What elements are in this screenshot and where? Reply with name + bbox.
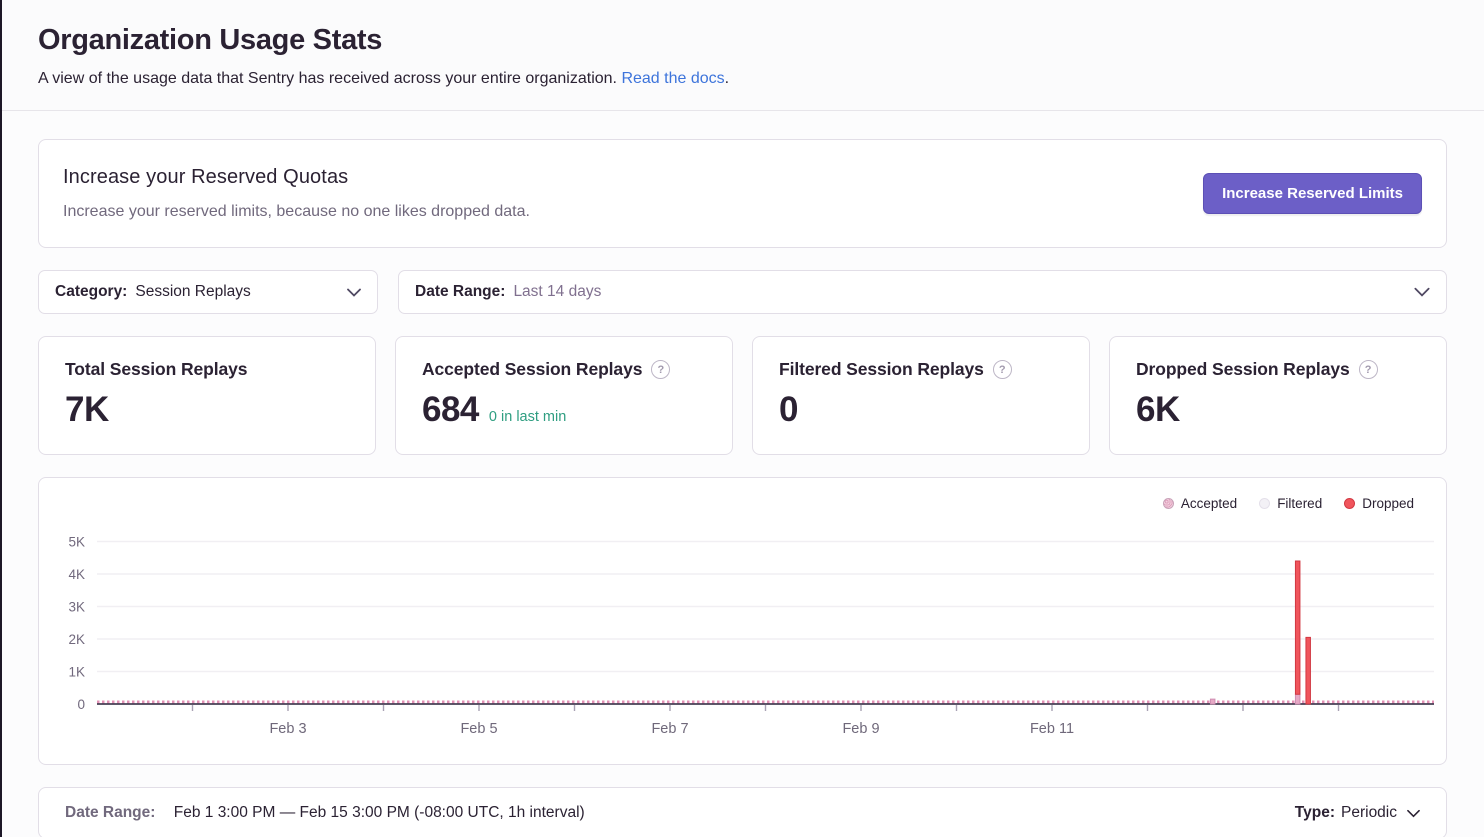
chart-legend: Accepted Filtered Dropped: [45, 490, 1440, 515]
increase-reserved-limits-button[interactable]: Increase Reserved Limits: [1203, 173, 1422, 214]
page-subtitle-period: .: [724, 70, 730, 87]
page-title: Organization Usage Stats: [38, 24, 383, 56]
type-select-value: Periodic: [1341, 804, 1397, 821]
help-icon[interactable]: ?: [992, 360, 1012, 379]
filter-row: Category: Session Replays Date Range: La…: [38, 270, 1447, 314]
quota-banner-description: Increase your reserved limits, because n…: [63, 203, 530, 220]
app-left-edge: [0, 0, 2, 837]
svg-text:4K: 4K: [68, 567, 85, 582]
stat-card-grid: Total Session Replays 7K Accepted Sessio…: [38, 336, 1447, 455]
legend-label: Dropped: [1362, 496, 1414, 511]
page-header: Organization Usage Stats A view of the u…: [0, 0, 1484, 111]
quota-banner: Increase your Reserved Quotas Increase y…: [38, 139, 1447, 248]
page-subtitle: A view of the usage data that Sentry has…: [38, 70, 1448, 88]
stat-card-filtered: Filtered Session Replays ? 0: [752, 336, 1090, 455]
filtered-series-icon: [1259, 498, 1271, 509]
stat-card-total: Total Session Replays 7K: [38, 336, 376, 455]
date-range-select-value: Last 14 days: [513, 283, 602, 300]
chevron-down-icon: [333, 284, 361, 300]
stat-card-label: Filtered Session Replays: [779, 359, 984, 379]
svg-text:1K: 1K: [68, 665, 85, 680]
svg-text:0: 0: [77, 697, 85, 712]
svg-text:Feb 7: Feb 7: [651, 721, 688, 737]
legend-item-accepted[interactable]: Accepted: [1162, 496, 1238, 511]
stat-card-value: 7K: [65, 390, 109, 429]
stat-card-accepted: Accepted Session Replays ? 684 0 in last…: [395, 336, 733, 455]
category-select[interactable]: Category: Session Replays: [38, 270, 378, 314]
quota-banner-title: Increase your Reserved Quotas: [63, 166, 349, 188]
page-subtitle-text: A view of the usage data that Sentry has…: [38, 70, 617, 87]
quota-banner-text: Increase your Reserved Quotas Increase y…: [63, 166, 530, 221]
dropped-series-icon: [1344, 498, 1356, 509]
stat-card-note: 0 in last min: [488, 409, 567, 425]
stat-card-value: 0: [779, 390, 798, 429]
type-select[interactable]: Type: Periodic: [1295, 804, 1420, 822]
stat-card-value: 6K: [1136, 390, 1180, 429]
legend-label: Accepted: [1180, 496, 1238, 511]
category-select-label: Category:: [55, 283, 128, 300]
usage-chart-svg[interactable]: 0 1K 2K 3K 4K 5K Feb 3 Feb 5 Feb 7 Feb 9 Feb 11: [45, 515, 1440, 753]
legend-label: Filtered: [1277, 496, 1323, 511]
chevron-down-icon: [1400, 284, 1430, 300]
date-range-select-label: Date Range:: [415, 283, 506, 300]
svg-text:Feb 5: Feb 5: [460, 721, 497, 737]
main-content: Increase your Reserved Quotas Increase y…: [0, 111, 1484, 837]
chart-footer-bar: Date Range: Feb 1 3:00 PM — Feb 15 3:00 …: [38, 787, 1447, 837]
stat-card-dropped: Dropped Session Replays ? 6K: [1109, 336, 1447, 455]
svg-text:Feb 9: Feb 9: [842, 721, 879, 737]
help-icon[interactable]: ?: [1358, 360, 1378, 379]
date-range-select[interactable]: Date Range: Last 14 days: [398, 270, 1447, 314]
accepted-series-icon: [1162, 498, 1174, 509]
help-icon[interactable]: ?: [651, 360, 671, 379]
stat-card-label: Total Session Replays: [65, 359, 248, 379]
footer-date-range-label: Date Range:: [65, 804, 156, 821]
svg-text:Feb 11: Feb 11: [1030, 721, 1074, 737]
category-select-value: Session Replays: [135, 283, 251, 300]
svg-text:5K: 5K: [68, 535, 85, 550]
type-select-label: Type:: [1294, 804, 1335, 821]
stat-card-label: Dropped Session Replays: [1136, 359, 1350, 379]
stat-card-value: 684: [422, 390, 479, 429]
svg-text:3K: 3K: [68, 600, 85, 615]
legend-item-dropped[interactable]: Dropped: [1344, 496, 1414, 511]
svg-text:Feb 3: Feb 3: [269, 721, 306, 737]
chevron-down-icon: [1405, 805, 1420, 821]
legend-item-filtered[interactable]: Filtered: [1259, 496, 1322, 511]
footer-date-range: Date Range: Feb 1 3:00 PM — Feb 15 3:00 …: [65, 804, 585, 822]
read-docs-link[interactable]: Read the docs: [621, 70, 725, 87]
stat-card-label: Accepted Session Replays: [422, 359, 643, 379]
usage-chart-panel: Accepted Filtered Dropped 0 1K 2K 3K 4K 5K Feb…: [38, 477, 1447, 765]
footer-date-range-value: Feb 1 3:00 PM — Feb 15 3:00 PM (-08:00 U…: [173, 804, 585, 821]
svg-text:2K: 2K: [68, 632, 85, 647]
